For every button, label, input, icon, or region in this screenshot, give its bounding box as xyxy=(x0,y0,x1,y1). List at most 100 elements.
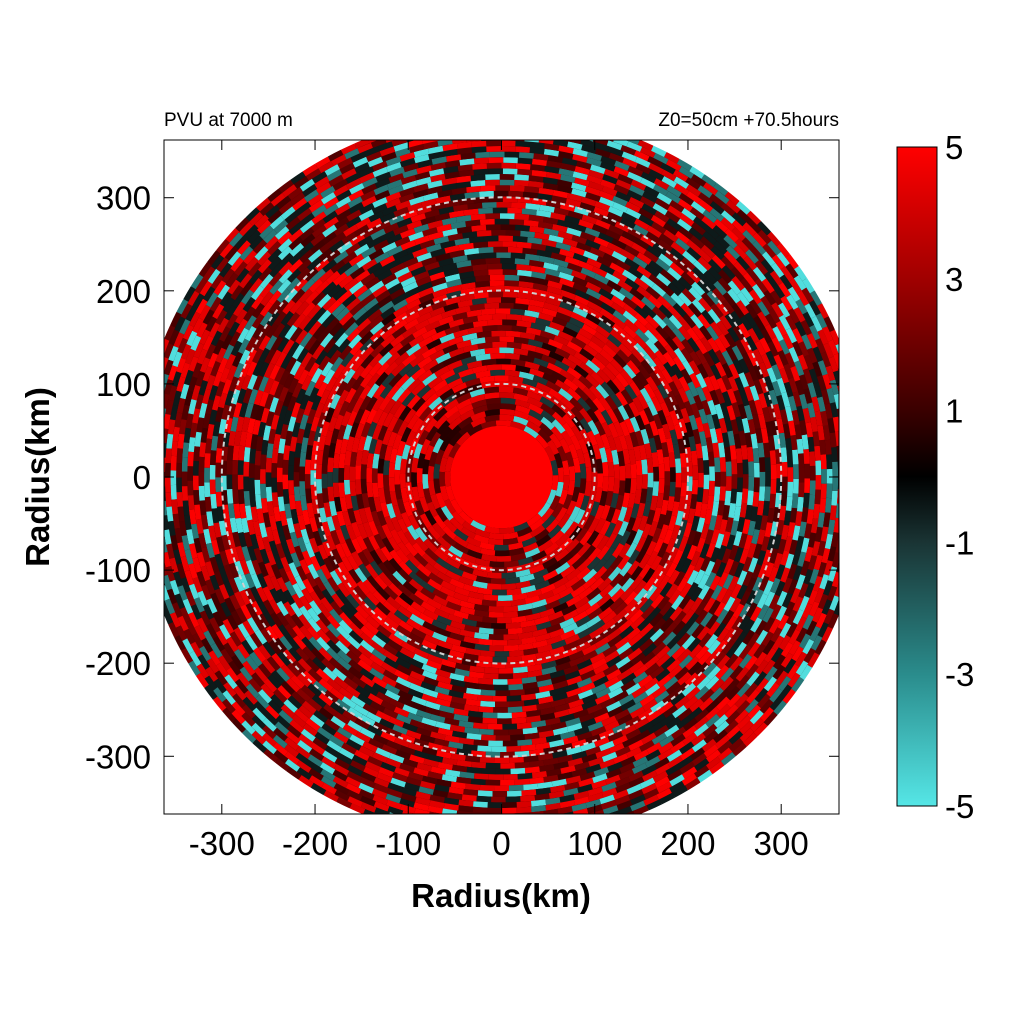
field-cell-3491 xyxy=(719,676,734,691)
field-cell-848 xyxy=(594,352,610,367)
field-cell-4037 xyxy=(778,634,791,651)
field-cell-953 xyxy=(409,613,425,626)
field-cell-2015 xyxy=(695,349,708,365)
field-cell-3361 xyxy=(710,678,725,693)
field-cell-4149 xyxy=(415,796,431,806)
field-cell-1449 xyxy=(698,472,704,488)
field-cell-919 xyxy=(562,326,578,338)
field-cell-2527 xyxy=(723,596,736,612)
field-cell-4222 xyxy=(558,145,574,154)
field-cell-775 xyxy=(644,443,653,459)
field-cell-2696 xyxy=(272,322,286,338)
field-cell-1912 xyxy=(714,403,724,420)
field-cell-3500 xyxy=(787,563,798,580)
field-cell-2694 xyxy=(289,299,303,315)
field-cell-319 xyxy=(448,565,464,577)
field-cell-1539 xyxy=(698,431,707,447)
field-cell-3898 xyxy=(771,635,785,651)
field-cell-2207 xyxy=(733,530,743,547)
field-cell-1035 xyxy=(546,635,562,646)
field-cell-2752 xyxy=(707,639,721,655)
field-cell-1368 xyxy=(684,421,694,438)
field-cell-2436 xyxy=(706,325,719,341)
field-cell-4381 xyxy=(354,162,370,174)
field-cell-1231 xyxy=(369,328,385,343)
field-cell-1919 xyxy=(662,316,677,331)
field-cell-2740 xyxy=(563,735,579,745)
field-cell-1975 xyxy=(407,688,424,699)
field-cell-1271 xyxy=(612,616,628,630)
field-cell-776 xyxy=(640,428,650,445)
field-cell-811 xyxy=(362,548,375,564)
field-cell-4973 xyxy=(482,113,497,119)
field-cell-4974 xyxy=(467,113,482,120)
field-cell-98 xyxy=(521,536,538,548)
field-cell-3968 xyxy=(215,309,228,325)
field-cell-3605 xyxy=(494,785,509,792)
field-cell-2336 xyxy=(611,250,627,263)
field-cell-2272 xyxy=(276,588,288,605)
field-cell-2042 xyxy=(353,284,368,298)
field-cell-624 xyxy=(373,533,386,550)
field-cell-3627 xyxy=(761,631,774,647)
field-cell-1560 xyxy=(473,269,489,277)
field-cell-3580 xyxy=(210,592,222,609)
field-cell-4654 xyxy=(672,169,689,182)
field-cell-1683 xyxy=(348,630,364,645)
field-cell-1868 xyxy=(309,600,322,616)
field-cell-2541 xyxy=(748,399,758,416)
field-cell-3225 xyxy=(595,748,611,759)
field-cell-2009 xyxy=(727,430,736,446)
field-cell-983 xyxy=(639,387,652,403)
field-cell-2708 xyxy=(227,503,236,519)
field-cell-4820 xyxy=(470,118,485,125)
field-cell-3535 xyxy=(560,174,576,183)
field-cell-3375 xyxy=(796,496,804,512)
field-cell-4961 xyxy=(651,145,667,157)
field-cell-3818 xyxy=(348,189,364,202)
field-cell-3810 xyxy=(459,158,475,166)
field-cell-3033 xyxy=(493,190,509,197)
field-cell-164 xyxy=(524,547,541,559)
field-cell-2982 xyxy=(633,717,650,730)
field-cell-4696 xyxy=(168,345,179,362)
field-cell-1154 xyxy=(360,346,375,361)
field-cell-1851 xyxy=(293,364,306,381)
field-cell-2791 xyxy=(539,204,555,213)
field-cell-2190 xyxy=(567,704,584,715)
field-cell-1127 xyxy=(672,443,681,459)
field-cell-2731 xyxy=(433,738,450,747)
field-cell-4570 xyxy=(222,690,236,706)
field-cell-4293 xyxy=(427,805,443,814)
field-cell-4931 xyxy=(858,501,865,516)
field-cell-3880 xyxy=(563,787,579,797)
field-cell-714 xyxy=(629,416,641,433)
field-cell-2487 xyxy=(256,573,268,589)
field-cell-3113 xyxy=(734,631,748,647)
field-cell-3043 xyxy=(353,224,370,237)
field-cell-4291 xyxy=(399,798,415,808)
field-cell-3770 xyxy=(810,518,819,534)
field-cell-2620 xyxy=(488,740,503,747)
field-cell-2054 xyxy=(261,439,269,455)
field-cell-4384 xyxy=(315,181,332,195)
field-cell-3310 xyxy=(206,423,215,440)
field-cell-180 xyxy=(483,386,499,394)
field-cell-4690 xyxy=(207,268,221,284)
field-cell-2206 xyxy=(728,544,739,561)
field-cell-1490 xyxy=(294,442,302,458)
field-cell-3464 xyxy=(358,745,375,758)
field-cell-2955 xyxy=(277,651,291,667)
field-cell-1348 xyxy=(555,655,571,666)
field-cell-4850 xyxy=(155,371,164,387)
field-cell-4245 xyxy=(252,239,267,254)
field-cell-4481 xyxy=(844,466,850,481)
field-cell-3883 xyxy=(605,774,621,785)
field-cell-3441 xyxy=(198,456,205,472)
field-cell-3723 xyxy=(280,704,296,719)
field-cell-3227 xyxy=(622,736,638,748)
field-cell-83 xyxy=(459,409,475,422)
field-cell-2459 xyxy=(408,231,424,242)
field-cell-2353 xyxy=(374,251,390,264)
field-cell-4373 xyxy=(466,140,482,143)
